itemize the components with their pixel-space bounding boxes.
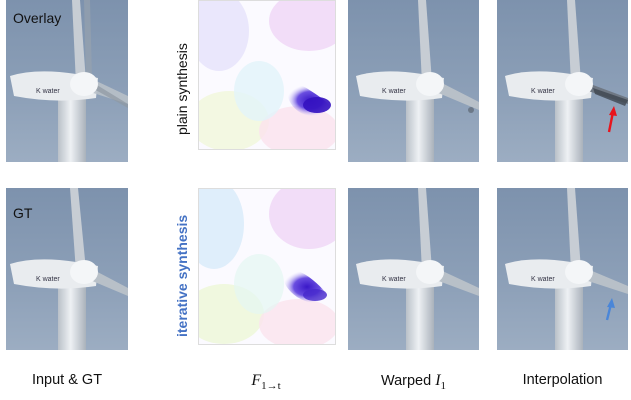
row-label-plain-synthesis: plain synthesis [174,43,190,135]
turbine-logo: K water [36,88,60,95]
caption-input-gt: Input & GT [31,372,103,388]
warped-panel-iterative: K water [348,188,479,350]
ground-truth-panel: K water GT [6,188,128,350]
flow-symbol: F [251,372,262,389]
turbine-logo: K water [531,276,555,283]
interpolation-panel-plain: K water [497,0,628,162]
row-label-iterative-synthesis: iterative synthesis [174,214,190,337]
caption-flow: F1→t [198,372,334,392]
turbine-logo: K water [382,276,406,283]
interpolation-panel-iterative: K water [497,188,628,350]
warped-text: Warped [380,373,436,389]
overlay-input-panel: K water Overlay [6,0,128,162]
red-arrow-icon [607,106,617,133]
warped-subscript: 1 [440,380,447,393]
turbine-logo: K water [382,88,406,95]
flow-field-panel-iterative [198,188,336,345]
warped-panel-plain: K water [348,0,479,162]
flow-field-panel-plain [198,0,336,150]
caption-warped: Warped I1 [348,372,479,392]
turbine-logo: K water [531,88,555,95]
overlay-label: Overlay [13,10,62,26]
blue-arrow-icon [605,298,615,321]
flow-subscript: 1→t [261,380,281,393]
turbine-logo: K water [36,276,60,283]
gt-label: GT [13,205,33,221]
warped-symbol: I [435,372,441,389]
caption-interpolation: Interpolation [522,372,603,388]
